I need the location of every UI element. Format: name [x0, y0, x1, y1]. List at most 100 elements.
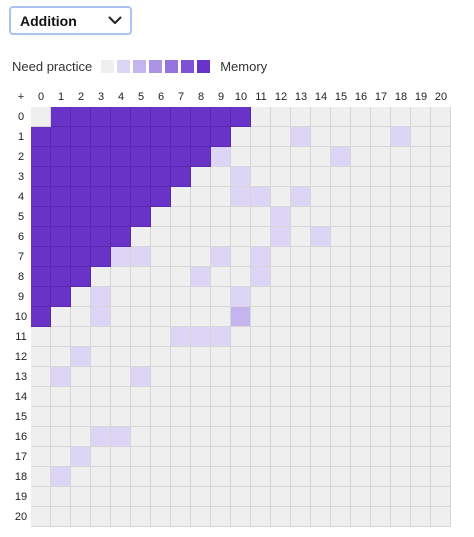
fact-cell[interactable] — [151, 407, 171, 427]
fact-cell[interactable] — [311, 387, 331, 407]
fact-cell[interactable] — [131, 187, 151, 207]
fact-cell[interactable] — [191, 127, 211, 147]
fact-cell[interactable] — [171, 167, 191, 187]
fact-cell[interactable] — [111, 327, 131, 347]
fact-cell[interactable] — [211, 447, 231, 467]
fact-cell[interactable] — [351, 467, 371, 487]
fact-cell[interactable] — [251, 187, 271, 207]
fact-cell[interactable] — [431, 427, 451, 447]
fact-cell[interactable] — [411, 207, 431, 227]
fact-cell[interactable] — [431, 387, 451, 407]
fact-cell[interactable] — [291, 307, 311, 327]
fact-cell[interactable] — [271, 267, 291, 287]
fact-cell[interactable] — [411, 367, 431, 387]
fact-cell[interactable] — [331, 427, 351, 447]
fact-cell[interactable] — [251, 467, 271, 487]
fact-cell[interactable] — [391, 107, 411, 127]
fact-cell[interactable] — [251, 347, 271, 367]
fact-cell[interactable] — [231, 327, 251, 347]
fact-cell[interactable] — [171, 347, 191, 367]
fact-cell[interactable] — [171, 247, 191, 267]
fact-cell[interactable] — [431, 267, 451, 287]
fact-cell[interactable] — [131, 147, 151, 167]
fact-cell[interactable] — [131, 207, 151, 227]
fact-cell[interactable] — [131, 427, 151, 447]
fact-cell[interactable] — [91, 487, 111, 507]
fact-cell[interactable] — [271, 507, 291, 527]
fact-cell[interactable] — [351, 427, 371, 447]
fact-cell[interactable] — [431, 407, 451, 427]
fact-cell[interactable] — [231, 227, 251, 247]
fact-cell[interactable] — [171, 487, 191, 507]
fact-cell[interactable] — [91, 227, 111, 247]
fact-cell[interactable] — [391, 387, 411, 407]
fact-cell[interactable] — [291, 367, 311, 387]
fact-cell[interactable] — [311, 147, 331, 167]
fact-cell[interactable] — [411, 107, 431, 127]
fact-cell[interactable] — [391, 247, 411, 267]
fact-cell[interactable] — [391, 407, 411, 427]
fact-cell[interactable] — [151, 287, 171, 307]
fact-cell[interactable] — [251, 487, 271, 507]
fact-cell[interactable] — [431, 507, 451, 527]
fact-cell[interactable] — [171, 147, 191, 167]
fact-cell[interactable] — [291, 407, 311, 427]
fact-cell[interactable] — [111, 247, 131, 267]
fact-cell[interactable] — [51, 427, 71, 447]
fact-cell[interactable] — [71, 507, 91, 527]
fact-cell[interactable] — [211, 187, 231, 207]
fact-cell[interactable] — [411, 287, 431, 307]
fact-cell[interactable] — [331, 187, 351, 207]
fact-cell[interactable] — [371, 327, 391, 347]
fact-cell[interactable] — [391, 467, 411, 487]
fact-cell[interactable] — [291, 347, 311, 367]
fact-cell[interactable] — [111, 167, 131, 187]
fact-cell[interactable] — [231, 267, 251, 287]
fact-cell[interactable] — [311, 227, 331, 247]
fact-cell[interactable] — [411, 407, 431, 427]
fact-cell[interactable] — [391, 227, 411, 247]
fact-cell[interactable] — [311, 507, 331, 527]
fact-cell[interactable] — [91, 287, 111, 307]
fact-cell[interactable] — [111, 127, 131, 147]
fact-cell[interactable] — [151, 107, 171, 127]
fact-cell[interactable] — [191, 247, 211, 267]
fact-cell[interactable] — [271, 467, 291, 487]
fact-cell[interactable] — [71, 267, 91, 287]
fact-cell[interactable] — [411, 267, 431, 287]
fact-cell[interactable] — [191, 507, 211, 527]
fact-cell[interactable] — [151, 187, 171, 207]
fact-cell[interactable] — [131, 107, 151, 127]
fact-cell[interactable] — [111, 287, 131, 307]
fact-cell[interactable] — [111, 107, 131, 127]
fact-cell[interactable] — [111, 407, 131, 427]
operation-select[interactable]: Addition — [9, 6, 132, 35]
fact-cell[interactable] — [331, 387, 351, 407]
fact-cell[interactable] — [311, 287, 331, 307]
fact-cell[interactable] — [351, 487, 371, 507]
fact-cell[interactable] — [31, 367, 51, 387]
fact-cell[interactable] — [371, 407, 391, 427]
fact-cell[interactable] — [291, 487, 311, 507]
fact-cell[interactable] — [131, 287, 151, 307]
fact-cell[interactable] — [191, 307, 211, 327]
fact-cell[interactable] — [151, 267, 171, 287]
fact-cell[interactable] — [51, 207, 71, 227]
fact-cell[interactable] — [431, 127, 451, 147]
fact-cell[interactable] — [251, 367, 271, 387]
fact-cell[interactable] — [111, 187, 131, 207]
fact-cell[interactable] — [71, 207, 91, 227]
fact-cell[interactable] — [71, 427, 91, 447]
fact-cell[interactable] — [211, 467, 231, 487]
fact-cell[interactable] — [151, 447, 171, 467]
fact-cell[interactable] — [291, 127, 311, 147]
fact-cell[interactable] — [291, 387, 311, 407]
fact-cell[interactable] — [231, 467, 251, 487]
fact-cell[interactable] — [131, 167, 151, 187]
fact-cell[interactable] — [311, 447, 331, 467]
fact-cell[interactable] — [71, 447, 91, 467]
fact-cell[interactable] — [251, 447, 271, 467]
fact-cell[interactable] — [231, 287, 251, 307]
fact-cell[interactable] — [431, 227, 451, 247]
fact-cell[interactable] — [391, 347, 411, 367]
